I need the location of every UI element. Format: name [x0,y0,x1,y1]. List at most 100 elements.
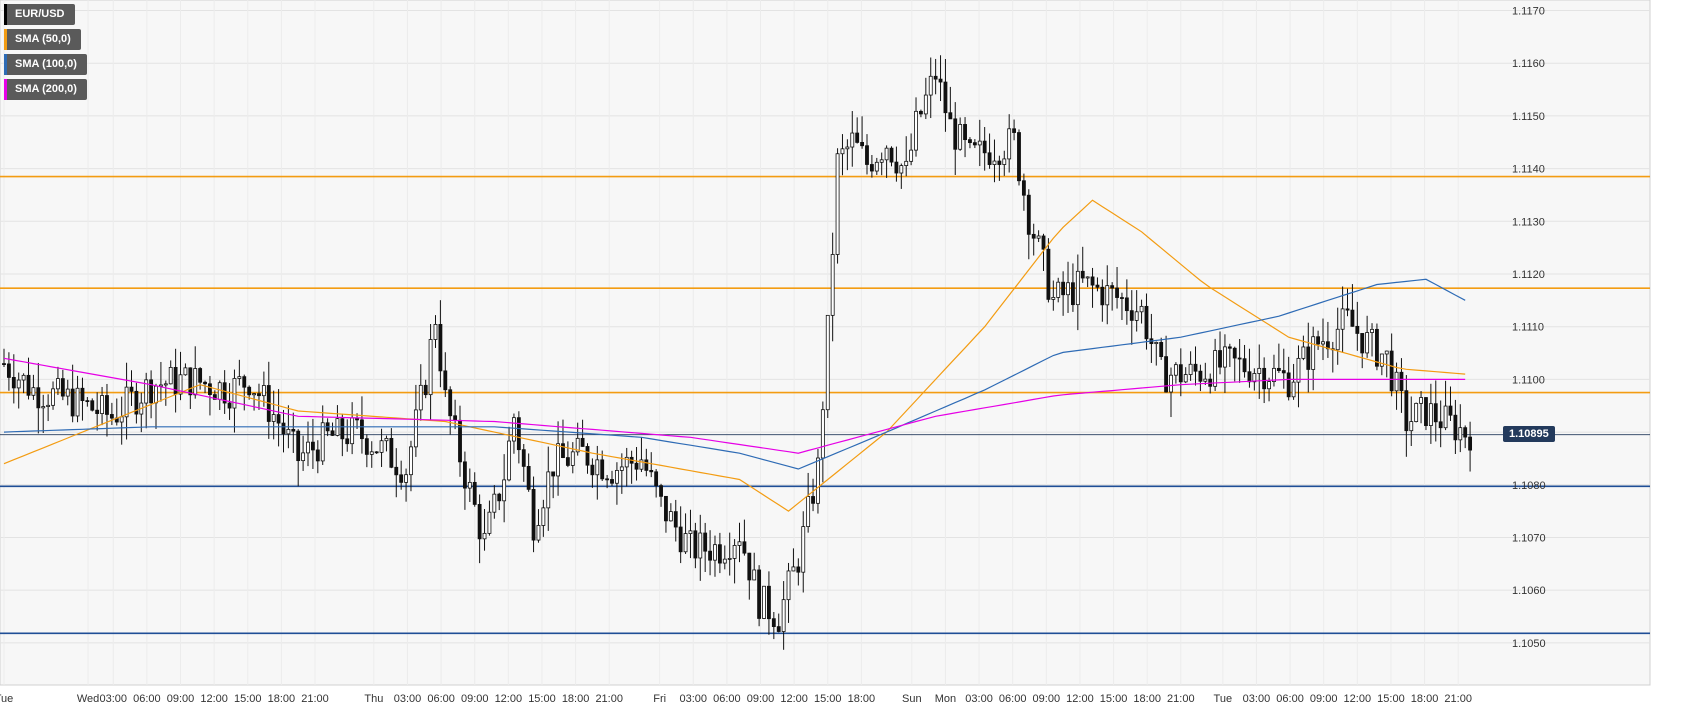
x-tick-label: 18:00 [848,693,876,705]
candle-body [919,110,923,115]
x-tick-label: 12:00 [1066,693,1094,705]
candle-body [281,422,286,435]
candle-body [747,552,752,581]
candle-body [546,471,551,509]
candle-body [1026,194,1031,235]
moving-averages [3,199,1466,512]
candle-body [1159,341,1164,358]
candle-body [1173,364,1178,376]
candle-body [664,495,668,522]
candle-body [860,142,865,147]
x-tick-label: Tue [0,693,13,705]
y-tick-label: 1.1080 [1512,480,1546,492]
candle-body [163,383,168,386]
x-tick-label: 15:00 [528,693,556,705]
candle-body [129,386,134,392]
candle-body [1355,325,1360,334]
legend-item-sma50[interactable]: SMA (50,0) [4,29,81,50]
candle-body [409,446,413,476]
candle-body [330,430,335,436]
x-tick-label: 18:00 [1411,693,1439,705]
legend-swatch-price [4,4,7,25]
candle-body [301,452,306,462]
candle-body [865,145,869,165]
candle-body [482,532,487,540]
legend-label-sma200: SMA (200,0) [15,83,77,95]
x-axis: TueWed03:0006:0009:0012:0015:0018:0021:0… [0,693,1472,705]
candle-body [1360,333,1365,354]
candle-body [2,363,6,365]
candle-body [1124,297,1129,312]
legend-item-sma200[interactable]: SMA (200,0) [4,79,87,100]
candle-body [600,459,605,480]
candle-body [830,254,835,316]
candle-body [56,378,60,390]
candle-body [178,374,183,395]
candle-body [310,441,315,451]
candle-body [1262,367,1267,390]
candle-body [1139,305,1144,313]
candle-body [1399,371,1404,392]
candle-body [276,414,281,424]
candle-body [374,451,379,454]
x-tick-label: 21:00 [595,693,623,705]
candle-body [757,569,762,619]
candle-body [183,367,188,376]
candle-body [771,618,776,627]
candle-body [1468,436,1473,451]
candle-body [972,142,977,146]
candle-body [1276,367,1281,371]
candle-body [869,164,874,172]
candle-body [1443,405,1448,429]
candle-body [1080,270,1085,279]
y-tick-label: 1.1070 [1512,532,1546,544]
candle-body [585,446,590,466]
x-tick-label: 06:00 [133,693,161,705]
candle-body [938,78,943,83]
candle-body [541,507,546,526]
legend-item-price[interactable]: EUR/USD [4,4,75,25]
y-tick-label: 1.1150 [1512,111,1545,123]
candle-body [369,451,374,455]
x-tick-label: 09:00 [747,693,775,705]
candle-body [1002,158,1007,165]
x-tick-label: 06:00 [1276,693,1304,705]
x-tick-label: 12:00 [780,693,808,705]
candle-body [448,389,453,417]
x-tick-label: 06:00 [999,693,1027,705]
y-tick-label: 1.1130 [1512,216,1545,228]
candle-body [212,394,217,400]
candle-body [977,140,982,146]
candle-body [1404,390,1409,432]
candle-body [217,382,222,400]
candle-body [1409,421,1414,432]
candle-body [1227,346,1232,349]
legend-swatch-sma50 [4,29,7,50]
candle-body [806,496,811,528]
candle-body [95,409,100,414]
candle-body [1203,378,1208,382]
candle-body [963,124,967,141]
candle-body [948,112,953,120]
candle-body [884,147,889,161]
candle-body [85,400,90,403]
candle-body [379,440,384,453]
candle-body [845,146,850,150]
sma-100-line [3,278,1466,470]
candle-body [1350,309,1355,327]
candle-body [614,470,619,484]
candle-body [1105,285,1110,306]
candle-body [987,152,992,165]
candle-body [605,478,610,481]
candle-body [154,385,158,404]
legend-swatch-sma100 [4,54,7,75]
legend-item-sma100[interactable]: SMA (100,0) [4,54,87,75]
last-price-tag: 1.10895 [1503,425,1555,442]
candle-body [752,569,757,581]
candle-body [462,461,467,489]
candle-body [1051,297,1056,300]
candle-body [801,526,806,573]
candle-body [502,479,507,502]
y-tick-label: 1.1060 [1512,585,1546,597]
